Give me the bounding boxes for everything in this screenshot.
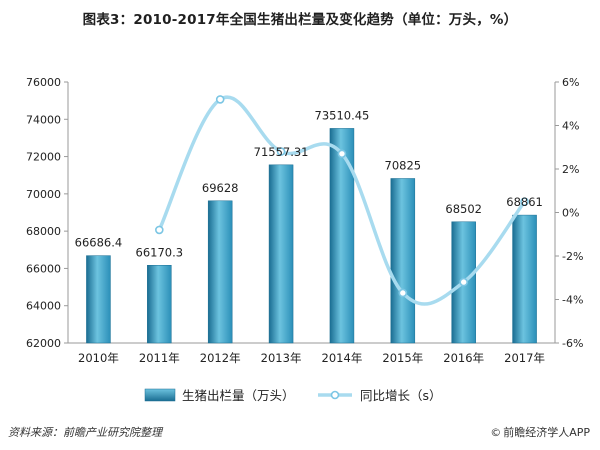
- legend-bar-swatch: [144, 388, 176, 402]
- bar-data-label: 71557.31: [254, 145, 309, 159]
- y-left-tick-label: 66000: [26, 262, 61, 275]
- x-tick-label: 2015年: [382, 351, 423, 365]
- line-point: [459, 277, 468, 287]
- bar: [512, 214, 537, 344]
- y-right-tick-label: 2%: [562, 163, 579, 176]
- line-point: [155, 225, 164, 235]
- line-point: [215, 95, 225, 104]
- bar: [86, 255, 111, 344]
- x-tick-label: 2011年: [139, 351, 180, 365]
- y-right-tick-label: -2%: [562, 250, 583, 263]
- y-right-tick-label: 6%: [562, 76, 579, 89]
- axes: 62000 64000 66000 68000 70000 72000 74000 76000…: [26, 76, 583, 365]
- chart-title: 图表3：2010-2017年全国生猪出栏量及变化趋势（单位：万头，%）: [82, 12, 518, 28]
- legend-bar-label: 生猪出栏量（万头）: [182, 388, 295, 403]
- data-labels: 66686.4 66170.3 69628 71557.31 73510.45 70825…: [75, 108, 543, 259]
- legend-line-marker: [330, 390, 340, 400]
- bar: [268, 164, 294, 344]
- source-note: 资料来源：前瞻产业研究院整理: [8, 426, 162, 439]
- brand-name: 前瞻经济学人APP: [503, 426, 590, 439]
- bar-data-label: 69628: [202, 181, 239, 195]
- y-left-tick-label: 74000: [26, 113, 61, 126]
- y-left-tick-label: 64000: [26, 300, 61, 313]
- y-left-tick-label: 70000: [26, 188, 61, 201]
- copyright-mark: ©: [490, 426, 502, 439]
- y-right-tick-label: -4%: [562, 294, 583, 307]
- bar-data-label: 73510.45: [315, 108, 370, 122]
- x-tick-label: 2016年: [443, 351, 484, 365]
- bar-data-label: 70825: [385, 158, 422, 172]
- y-left-tick-label: 62000: [26, 337, 61, 350]
- line-point: [398, 288, 408, 298]
- line-point: [337, 149, 347, 159]
- y-left-tick-label: 72000: [26, 151, 61, 164]
- y-right-tick-label: 4%: [562, 120, 579, 133]
- brand-credit: © 前瞻经济学人APP: [490, 424, 590, 440]
- y-left-tick-label: 68000: [26, 225, 61, 238]
- y-right-tick-label: 0%: [562, 207, 579, 220]
- x-tick-label: 2010年: [78, 351, 119, 365]
- bar-data-label: 66170.3: [136, 245, 184, 259]
- bar: [390, 178, 416, 344]
- x-tick-label: 2012年: [200, 351, 241, 365]
- y-left-tick-label: 76000: [26, 76, 61, 89]
- bar-series: [86, 128, 537, 344]
- x-tick-label: 2014年: [322, 351, 363, 365]
- line-point: [520, 197, 529, 206]
- bar-data-label: 68502: [445, 202, 482, 216]
- y-right-tick-label: -6%: [562, 337, 583, 350]
- line-point: [276, 147, 286, 156]
- bar: [207, 200, 233, 344]
- bar-data-label: 68861: [506, 195, 543, 209]
- legend: 生猪出栏量（万头） 同比增长（s）: [144, 388, 442, 403]
- line-series: [155, 95, 529, 306]
- bar: [329, 128, 355, 344]
- bar: [147, 265, 172, 344]
- bar-data-label: 66686.4: [75, 236, 123, 250]
- x-tick-label: 2013年: [261, 351, 302, 365]
- x-tick-label: 2017年: [504, 351, 545, 365]
- legend-line-label: 同比增长（s）: [360, 388, 442, 403]
